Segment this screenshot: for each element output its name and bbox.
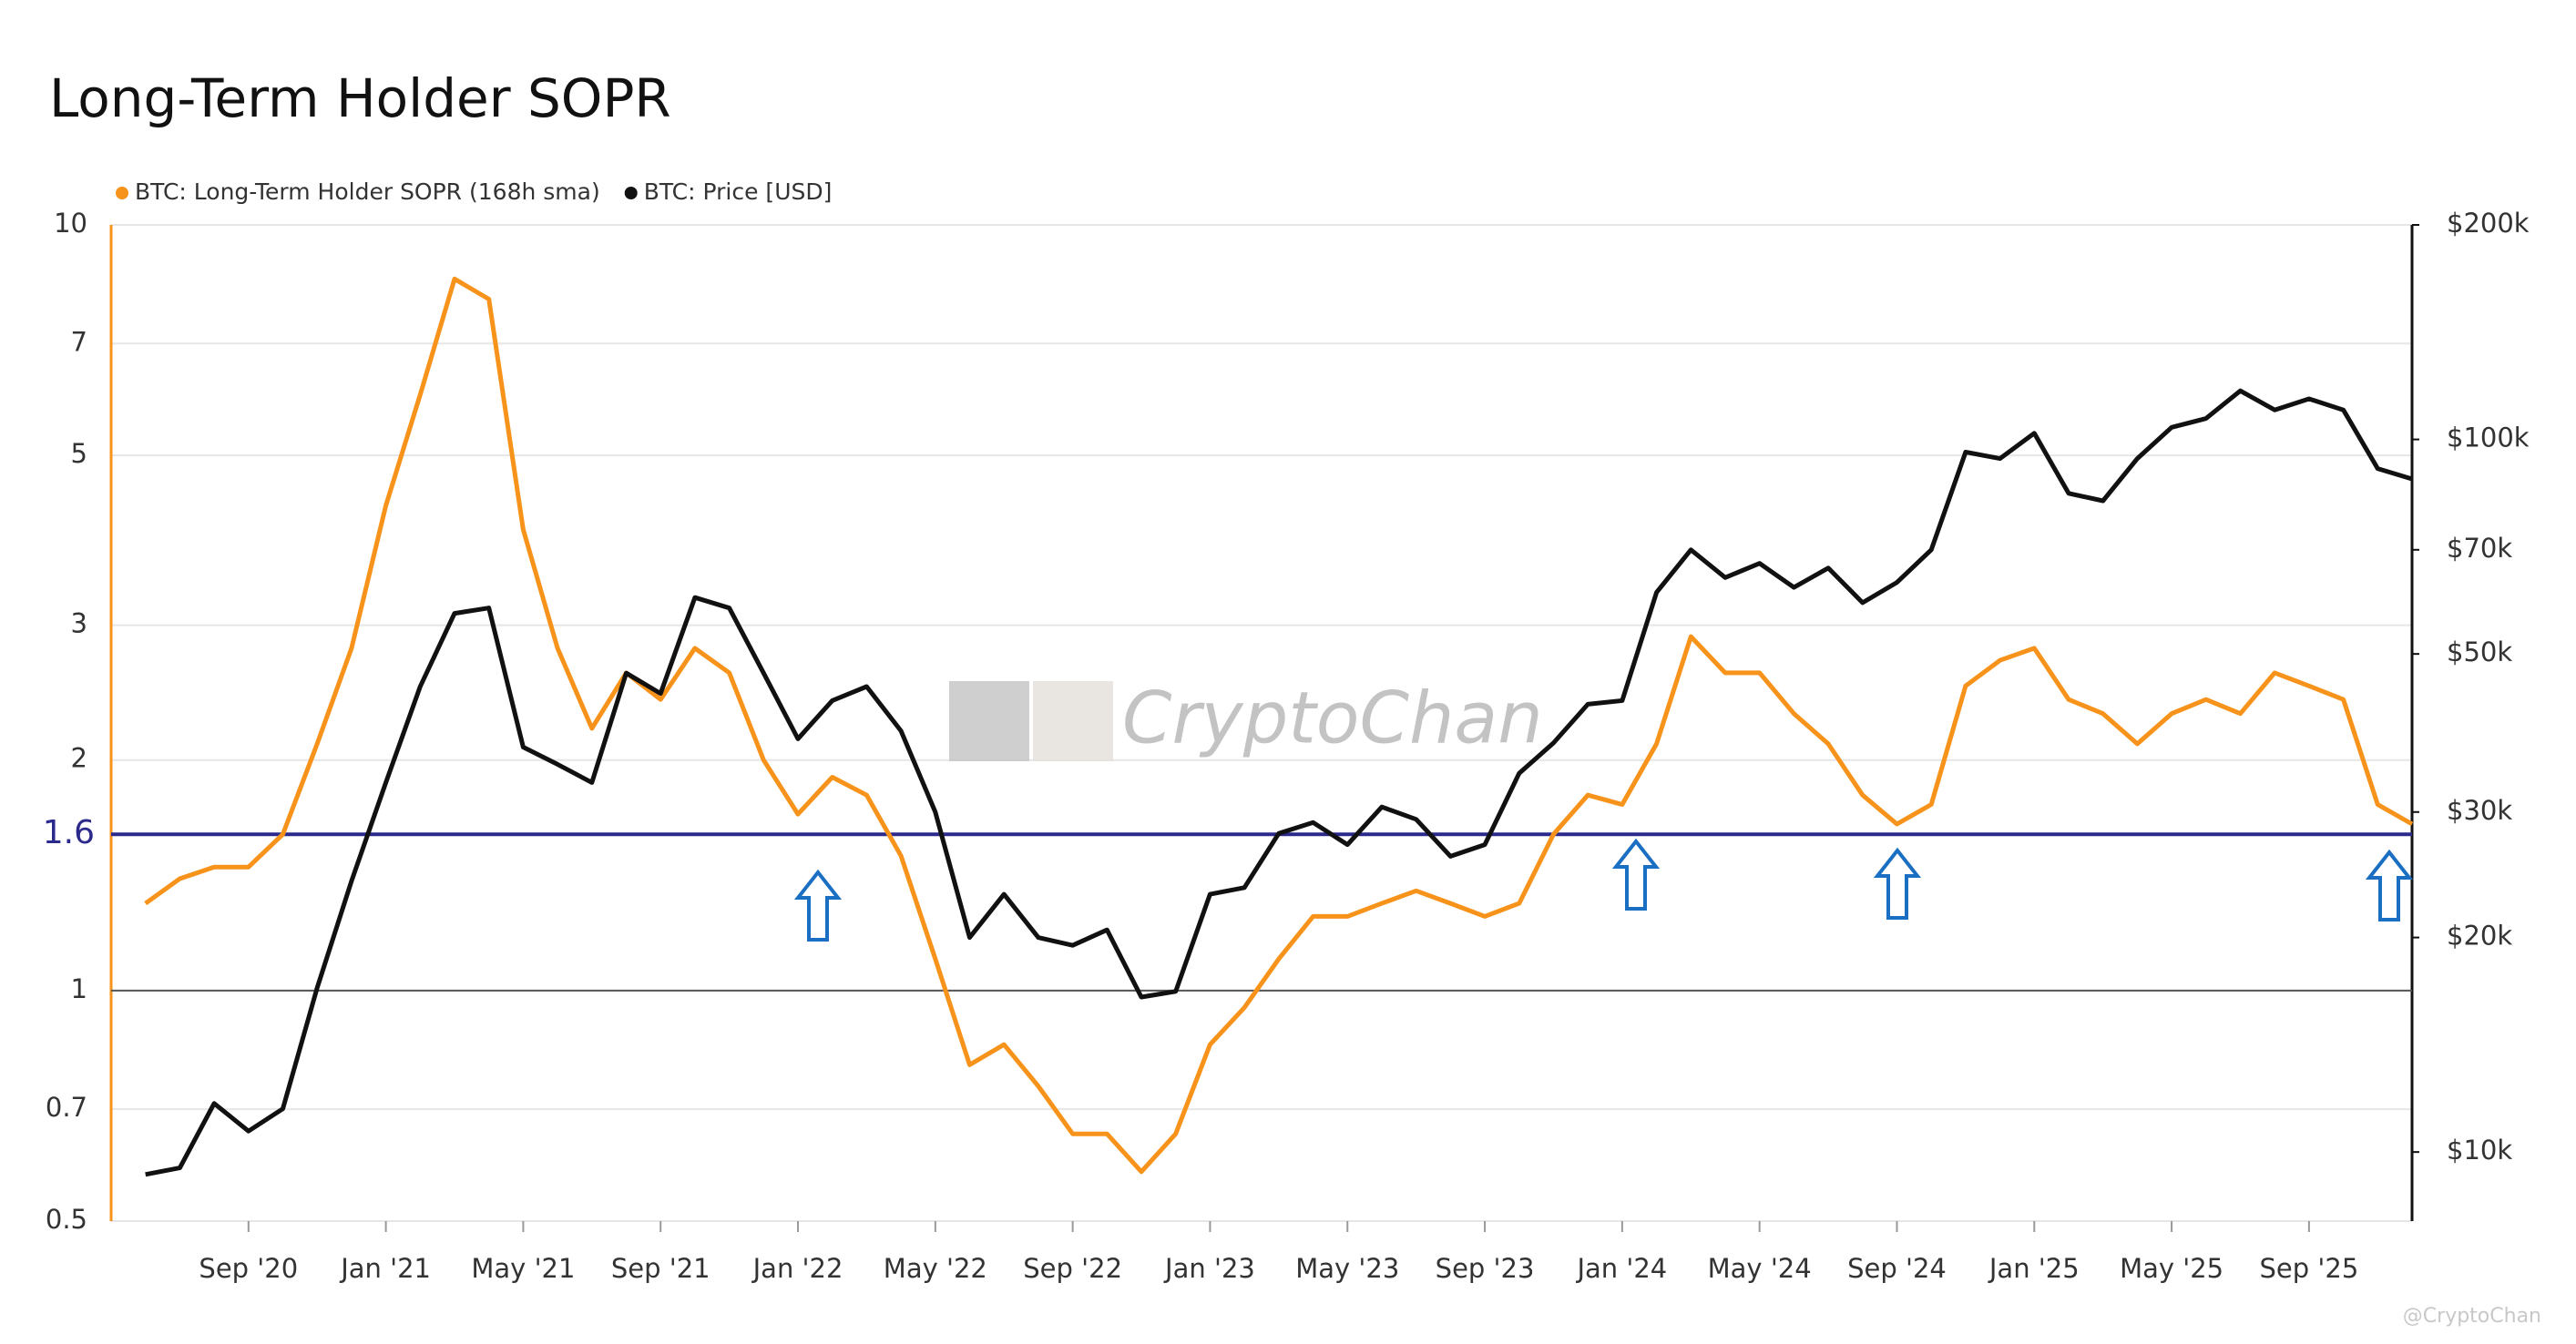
arrow xyxy=(1873,847,1922,920)
series-line xyxy=(145,388,2413,1177)
chart-title: Long-Term Holder SOPR xyxy=(49,67,671,129)
legend-label: BTC: Long-Term Holder SOPR (168h sma) xyxy=(135,178,600,205)
x-tick-label: May '25 xyxy=(2120,1253,2223,1284)
x-tick-label: Sep '22 xyxy=(1023,1253,1122,1284)
x-tick-label: Jan '21 xyxy=(339,1253,431,1284)
x-tick-label: Sep '23 xyxy=(1436,1253,1535,1284)
y2-tick-label: $10k xyxy=(2447,1135,2512,1166)
y-tick-label: 2 xyxy=(71,743,87,774)
y-tick-label: 3 xyxy=(71,608,87,639)
x-tick-label: May '22 xyxy=(884,1253,987,1284)
x-tick-label: May '23 xyxy=(1295,1253,1399,1284)
x-tick-label: Sep '25 xyxy=(2260,1253,2359,1284)
watermark: CryptoChan xyxy=(949,677,1543,761)
x-tick-label: Jan '24 xyxy=(1575,1253,1667,1284)
y-tick-label: 10 xyxy=(54,208,87,239)
y-tick-label: 0.5 xyxy=(46,1204,87,1235)
x-tick-label: May '24 xyxy=(1708,1253,1812,1284)
watermark-avatar xyxy=(1033,681,1113,761)
x-tick-label: May '21 xyxy=(471,1253,575,1284)
x-tick-label: Sep '21 xyxy=(611,1253,710,1284)
arrows xyxy=(793,838,2414,942)
y2-tick-label: $20k xyxy=(2447,921,2512,952)
legend-swatch xyxy=(116,187,128,199)
x-tick-label: Sep '24 xyxy=(1847,1253,1947,1284)
y2-tick-label: $50k xyxy=(2447,636,2512,667)
y-tick-label: 1 xyxy=(71,973,87,1004)
series-line xyxy=(144,276,2414,1175)
y2-tick-label: $200k xyxy=(2447,208,2530,239)
arrow xyxy=(1611,838,1661,911)
arrow xyxy=(793,869,843,942)
legend-label: BTC: Price [USD] xyxy=(644,178,833,205)
watermark-text: CryptoChan xyxy=(1122,677,1543,759)
x-tick-label: Sep '20 xyxy=(199,1253,298,1284)
y-tick-label: 5 xyxy=(71,438,87,469)
y2-tick-label: $100k xyxy=(2447,423,2530,453)
y-tick-label: 0.7 xyxy=(46,1092,87,1123)
x-tick-label: Jan '23 xyxy=(1163,1253,1255,1284)
reference-label: 1.6 xyxy=(43,814,95,851)
arrow xyxy=(2365,849,2414,921)
watermark-icon xyxy=(949,681,1029,761)
credit: @CryptoChan xyxy=(2403,1305,2541,1328)
legend-swatch xyxy=(624,187,638,199)
y2-tick-label: $30k xyxy=(2447,795,2512,826)
y-tick-label: 7 xyxy=(71,326,87,357)
x-tick-label: Jan '22 xyxy=(751,1253,843,1284)
y2-tick-label: $70k xyxy=(2447,533,2512,564)
x-tick-label: Jan '25 xyxy=(1988,1253,2080,1284)
